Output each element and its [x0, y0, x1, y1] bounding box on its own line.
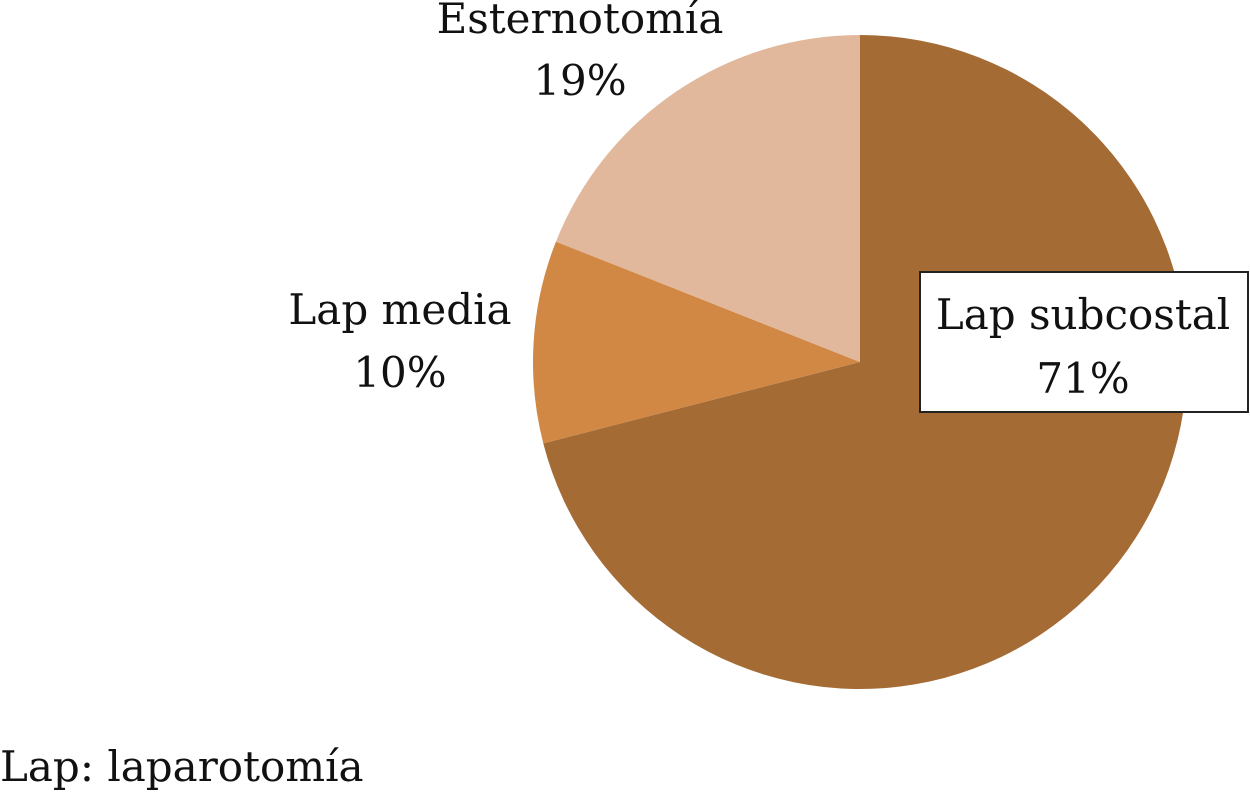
- slice-label: Esternotomía: [437, 0, 724, 43]
- slice-label: Lap subcostal: [936, 290, 1230, 339]
- value-label: 19%: [533, 56, 626, 105]
- slice: [533, 241, 860, 444]
- labels: Lap subcostal 71% Lap media 10% Esternotomía…: [288, 0, 1249, 413]
- value-label: 10%: [353, 348, 446, 397]
- label-box: [919, 271, 1249, 413]
- slice-label: Lap media: [288, 285, 511, 334]
- pie: [533, 35, 1188, 689]
- slice: [543, 35, 1188, 689]
- annotation: Lap: laparotomía: [0, 742, 364, 791]
- slice: [555, 35, 860, 362]
- value-label: 71%: [1036, 354, 1129, 403]
